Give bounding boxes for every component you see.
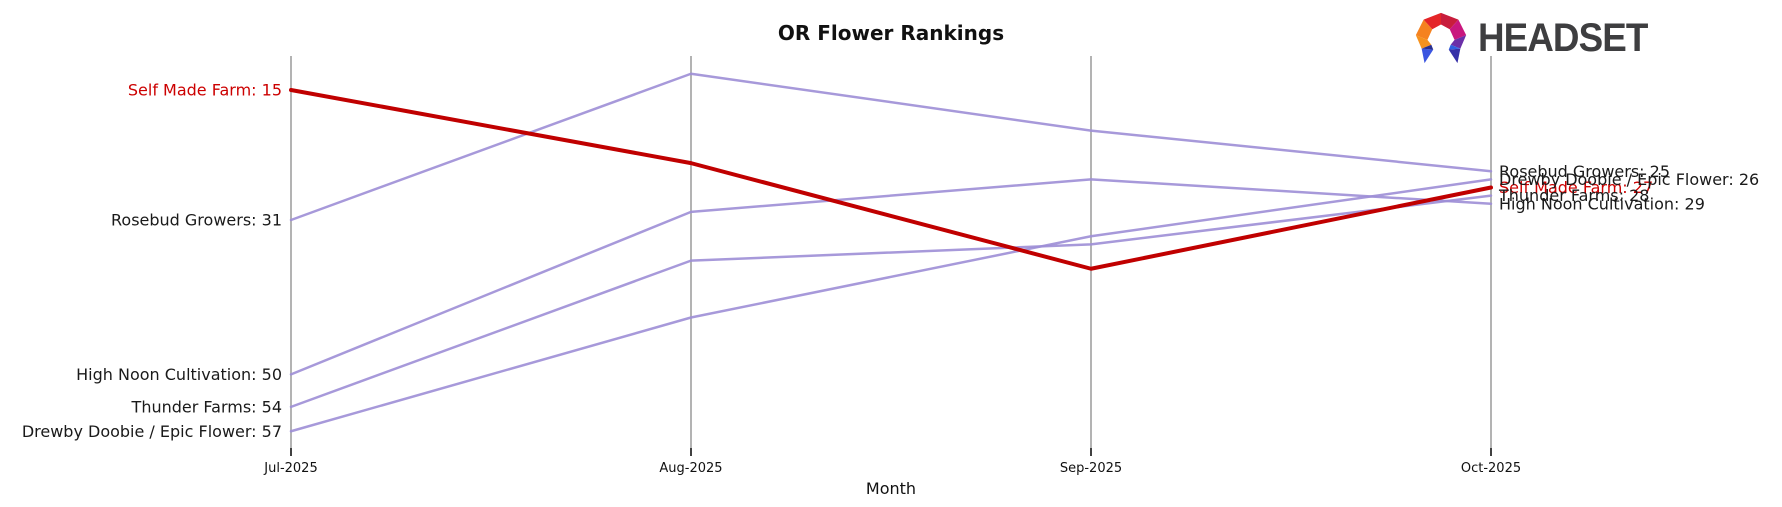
left-label-thunder-farms: Thunder Farms: 54 [131, 397, 282, 416]
series-line-rosebud-growers [289, 72, 1493, 222]
series-line-thunder-farms [289, 194, 1493, 409]
headset-logo-text: HEADSET [1477, 16, 1648, 60]
right-label-thunder-farms: Thunder Farms: 28 [1498, 186, 1649, 205]
series-line-high-noon-cultivation [289, 178, 1493, 376]
headset-logo-icon [1415, 12, 1467, 64]
x-tick-label: Jul-2025 [263, 461, 317, 476]
left-label-rosebud-growers: Rosebud Growers: 31 [111, 211, 282, 230]
series-line-self-made-farm [289, 88, 1493, 271]
right-label-high-noon-cultivation: High Noon Cultivation: 29 [1499, 194, 1705, 213]
month-gridlines: Jul-2025 Aug-2025 Sep-2025 Oct-2025 [263, 56, 1521, 476]
series-lines [289, 72, 1493, 433]
left-label-high-noon-cultivation: High Noon Cultivation: 50 [76, 365, 282, 384]
chart-title: OR Flower Rankings [778, 21, 1004, 45]
x-tick-label: Sep-2025 [1060, 461, 1122, 476]
x-tick-label: Aug-2025 [659, 461, 722, 476]
headset-logo: HEADSET [1410, 8, 1662, 68]
right-label-drewby-doobie-epic-flower: Drewby Doobie / Epic Flower: 26 [1499, 170, 1759, 189]
x-tick-label: Oct-2025 [1461, 461, 1521, 476]
series-line-drewby-doobie-epic-flower [289, 178, 1493, 433]
right-label-rosebud-growers: Rosebud Growers: 25 [1499, 162, 1670, 181]
right-label-self-made-farm: Self Made Farm: 27 [1499, 178, 1653, 197]
x-axis-title: Month [866, 479, 916, 498]
left-label-drewby-doobie-epic-flower: Drewby Doobie / Epic Flower: 57 [22, 422, 282, 441]
left-label-self-made-farm: Self Made Farm: 15 [128, 81, 282, 100]
